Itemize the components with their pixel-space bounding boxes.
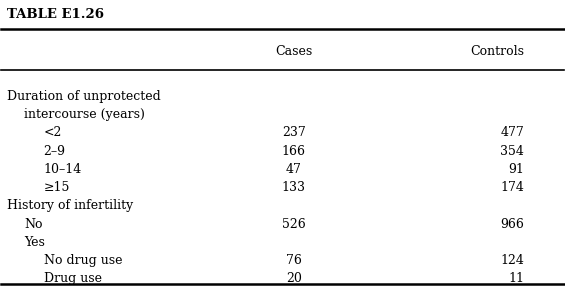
Text: Drug use: Drug use <box>44 272 102 285</box>
Text: 2–9: 2–9 <box>44 145 66 158</box>
Text: 91: 91 <box>508 163 524 176</box>
Text: 11: 11 <box>508 272 524 285</box>
Text: No drug use: No drug use <box>44 254 122 267</box>
Text: 76: 76 <box>286 254 302 267</box>
Text: Controls: Controls <box>470 45 524 58</box>
Text: 526: 526 <box>282 218 306 231</box>
Text: 166: 166 <box>282 145 306 158</box>
Text: 354: 354 <box>501 145 524 158</box>
Text: No: No <box>24 218 42 231</box>
Text: 10–14: 10–14 <box>44 163 82 176</box>
Text: 477: 477 <box>501 126 524 139</box>
Text: intercourse (years): intercourse (years) <box>24 108 145 121</box>
Text: 124: 124 <box>501 254 524 267</box>
Text: Duration of unprotected: Duration of unprotected <box>7 90 161 103</box>
Text: 20: 20 <box>286 272 302 285</box>
Text: 133: 133 <box>282 181 306 194</box>
Text: Yes: Yes <box>24 236 45 249</box>
Text: History of infertility: History of infertility <box>7 199 133 212</box>
Text: 174: 174 <box>501 181 524 194</box>
Text: 237: 237 <box>282 126 306 139</box>
Text: 966: 966 <box>501 218 524 231</box>
Text: 47: 47 <box>286 163 302 176</box>
Text: ≥15: ≥15 <box>44 181 70 194</box>
Text: Cases: Cases <box>275 45 312 58</box>
Text: <2: <2 <box>44 126 62 139</box>
Text: TABLE E1.26: TABLE E1.26 <box>7 8 104 21</box>
